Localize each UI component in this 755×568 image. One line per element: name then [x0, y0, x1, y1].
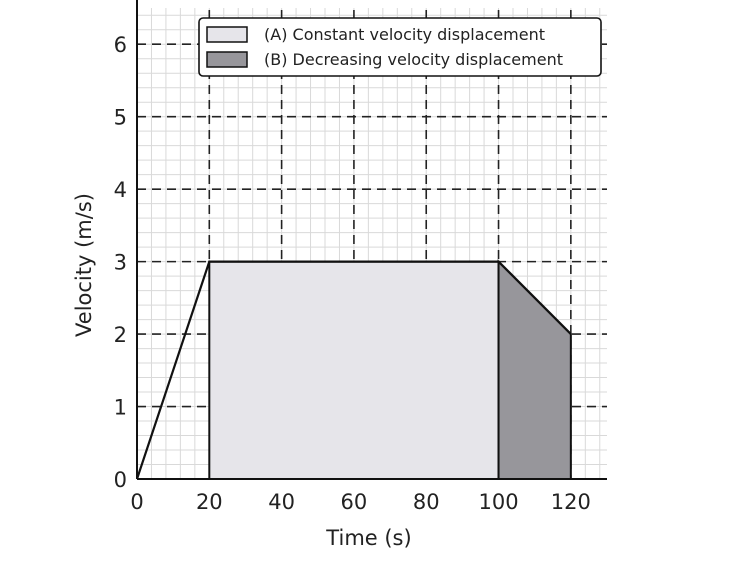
x-tick-label: 40: [268, 490, 295, 514]
y-tick-label: 6: [114, 33, 127, 57]
legend: (A) Constant velocity displacement (B) De…: [198, 17, 602, 77]
y-tick-label: 4: [114, 178, 127, 202]
velocity-line: [135, 260, 572, 480]
x-tick-label: 60: [341, 490, 368, 514]
y-tick-label: 5: [114, 106, 127, 130]
series-lines: [135, 260, 572, 480]
y-tick-label: 3: [114, 251, 127, 275]
legend-label-a: (A) Constant velocity displacement: [264, 25, 545, 44]
region-b: [497, 259, 572, 480]
y-tick-label: 2: [114, 323, 127, 347]
region-a: [208, 260, 500, 480]
x-tick-label: 120: [551, 490, 591, 514]
x-tick-label: 80: [413, 490, 440, 514]
y-axis-label: Velocity (m/s): [72, 193, 96, 337]
tick-labels: 0 20 40 60 80 100 120 0 1 2 3 4 5 6: [114, 33, 591, 514]
x-tick-label: 20: [196, 490, 223, 514]
y-tick-label: 0: [114, 468, 127, 492]
x-tick-label: 100: [478, 490, 518, 514]
legend-swatch-a: [206, 26, 248, 43]
legend-swatch-b: [206, 51, 248, 68]
legend-box: [198, 17, 602, 77]
shaded-regions: [208, 259, 572, 480]
x-tick-label: 0: [130, 490, 143, 514]
y-tick-label: 1: [114, 396, 127, 420]
axes: [136, 0, 607, 480]
x-axis-label: Time (s): [325, 526, 411, 550]
legend-label-b: (B) Decreasing velocity displacement: [264, 50, 563, 69]
